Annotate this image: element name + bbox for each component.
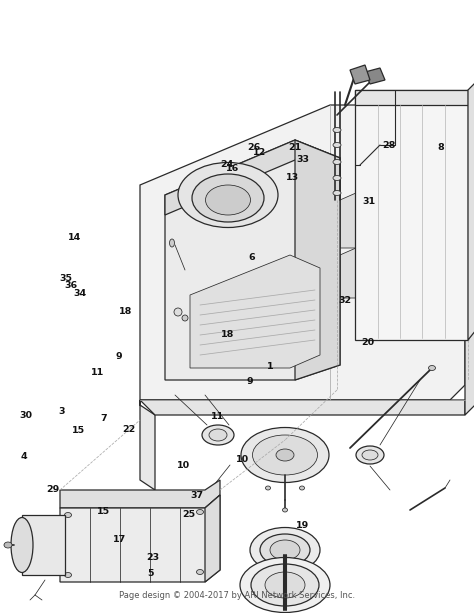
Polygon shape: [355, 90, 468, 340]
Text: Page design © 2004-2017 by ARI Network Services, Inc.: Page design © 2004-2017 by ARI Network S…: [119, 590, 355, 600]
Polygon shape: [205, 495, 220, 582]
Text: 24: 24: [220, 160, 233, 169]
Ellipse shape: [250, 528, 320, 573]
Text: 3: 3: [58, 408, 65, 416]
Text: 22: 22: [122, 425, 136, 433]
Ellipse shape: [251, 564, 319, 606]
Text: 5: 5: [147, 569, 154, 577]
Ellipse shape: [260, 534, 310, 566]
Polygon shape: [190, 255, 320, 368]
Text: 18: 18: [221, 330, 234, 338]
Ellipse shape: [333, 128, 341, 132]
Polygon shape: [415, 170, 462, 230]
Ellipse shape: [333, 175, 341, 180]
Text: 8: 8: [438, 143, 444, 151]
Text: 21: 21: [288, 143, 301, 151]
Text: 32: 32: [338, 296, 352, 305]
Ellipse shape: [64, 512, 72, 517]
Text: 17: 17: [113, 535, 126, 544]
Ellipse shape: [192, 174, 264, 222]
Text: 35: 35: [59, 275, 72, 283]
Text: 36: 36: [64, 281, 78, 289]
Text: 23: 23: [146, 554, 159, 562]
Text: 4: 4: [20, 452, 27, 461]
Text: 18: 18: [119, 307, 132, 316]
Polygon shape: [140, 400, 155, 490]
Polygon shape: [295, 140, 340, 380]
Text: 10: 10: [177, 462, 191, 470]
Text: 20: 20: [361, 338, 374, 346]
Ellipse shape: [178, 162, 278, 227]
Text: 10: 10: [236, 455, 249, 464]
Text: 12: 12: [253, 148, 266, 156]
Polygon shape: [415, 220, 462, 278]
Polygon shape: [340, 233, 405, 298]
Ellipse shape: [283, 508, 288, 512]
Ellipse shape: [170, 239, 174, 247]
Polygon shape: [140, 105, 465, 400]
Text: 9: 9: [247, 377, 254, 386]
Polygon shape: [465, 90, 474, 210]
Ellipse shape: [182, 315, 188, 321]
Ellipse shape: [253, 435, 318, 475]
Ellipse shape: [356, 446, 384, 464]
Polygon shape: [468, 78, 474, 340]
Polygon shape: [60, 495, 220, 582]
Ellipse shape: [209, 429, 227, 441]
Polygon shape: [355, 90, 468, 105]
Text: 34: 34: [73, 289, 86, 297]
Text: 11: 11: [211, 413, 225, 421]
Ellipse shape: [64, 573, 72, 577]
Text: 31: 31: [362, 197, 375, 205]
Polygon shape: [22, 515, 65, 575]
Ellipse shape: [276, 449, 294, 461]
Polygon shape: [165, 140, 340, 380]
Text: 6: 6: [248, 253, 255, 262]
Polygon shape: [165, 140, 340, 215]
Text: 19: 19: [296, 522, 309, 530]
Polygon shape: [465, 195, 474, 415]
Text: 9: 9: [115, 352, 122, 361]
Polygon shape: [340, 178, 405, 248]
Text: 33: 33: [296, 155, 309, 164]
Ellipse shape: [270, 540, 300, 560]
Ellipse shape: [240, 557, 330, 612]
Text: 30: 30: [19, 411, 33, 420]
Polygon shape: [140, 400, 465, 415]
Text: 15: 15: [97, 508, 110, 516]
Ellipse shape: [206, 185, 250, 215]
Text: 28: 28: [382, 142, 395, 150]
Text: 13: 13: [286, 173, 300, 182]
Polygon shape: [365, 68, 385, 84]
Text: 11: 11: [91, 368, 104, 377]
Ellipse shape: [428, 365, 436, 370]
Ellipse shape: [300, 486, 304, 490]
Ellipse shape: [197, 569, 203, 574]
Text: 37: 37: [190, 491, 203, 500]
Text: 14: 14: [68, 234, 82, 242]
Text: 15: 15: [72, 426, 85, 435]
Ellipse shape: [4, 542, 12, 548]
Ellipse shape: [333, 159, 341, 164]
Text: 26: 26: [247, 143, 260, 151]
Ellipse shape: [11, 517, 33, 573]
Ellipse shape: [202, 425, 234, 445]
Ellipse shape: [265, 572, 305, 598]
Text: 16: 16: [226, 164, 239, 173]
Text: 29: 29: [46, 485, 60, 493]
Ellipse shape: [241, 427, 329, 482]
Ellipse shape: [362, 450, 378, 460]
Text: 1: 1: [267, 362, 273, 371]
Ellipse shape: [333, 191, 341, 196]
Ellipse shape: [174, 308, 182, 316]
Polygon shape: [60, 480, 220, 508]
Ellipse shape: [197, 509, 203, 514]
Ellipse shape: [265, 486, 271, 490]
Text: 7: 7: [100, 414, 107, 422]
Polygon shape: [350, 65, 370, 84]
Text: 25: 25: [182, 511, 195, 519]
Ellipse shape: [333, 142, 341, 148]
